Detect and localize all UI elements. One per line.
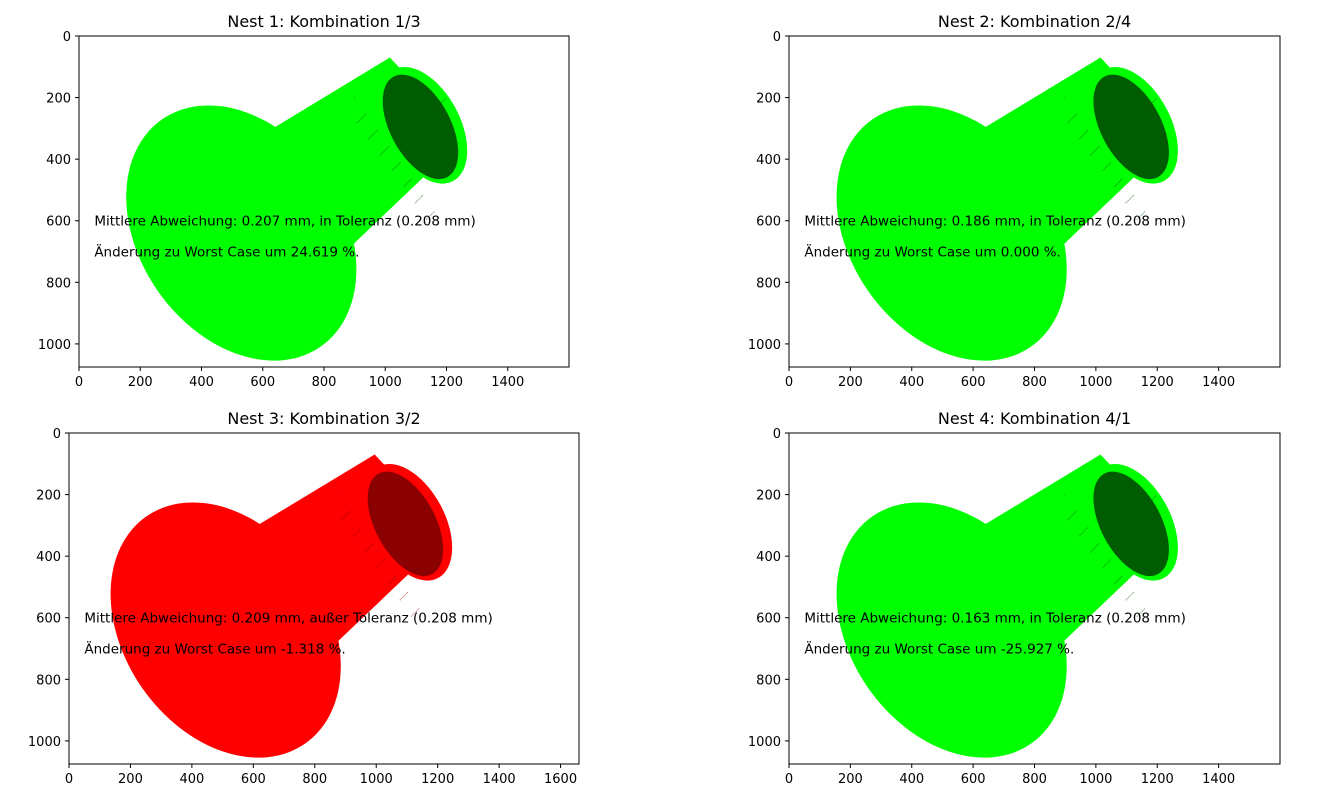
y-tick-label: 0 xyxy=(53,427,61,442)
x-tick-label: 600 xyxy=(961,375,986,390)
subplot-title: Nest 3: Kombination 3/2 xyxy=(227,409,420,428)
y-tick-label: 1000 xyxy=(748,735,781,750)
y-tick-label: 600 xyxy=(46,215,71,230)
y-tick-label: 600 xyxy=(36,612,61,627)
x-tick-label: 400 xyxy=(189,375,214,390)
part-render xyxy=(836,57,1178,361)
x-tick-label: 800 xyxy=(1022,375,1047,390)
annotation-text: Mittlere Abweichung: 0.209 mm, außer Tol… xyxy=(84,611,492,627)
subplot-3: Nest 3: Kombination 3/2 0 200 400 600 800 1000… xyxy=(28,409,580,787)
y-tick-label: 600 xyxy=(756,612,781,627)
x-tick-label: 400 xyxy=(899,375,924,390)
y-tick-label: 800 xyxy=(36,673,61,688)
x-tick-label: 1200 xyxy=(1141,772,1174,787)
x-tick-label: 1400 xyxy=(1202,772,1235,787)
x-tick-label: 1400 xyxy=(483,772,516,787)
x-tick-label: 1200 xyxy=(421,772,454,787)
subplot-2: Nest 2: Kombination 2/4 0 200 400 600 800 1000… xyxy=(748,12,1281,390)
y-tick-label: 400 xyxy=(756,550,781,565)
axes-frame xyxy=(68,432,580,765)
annotation-text: Änderung zu Worst Case um -25.927 %. xyxy=(804,640,1074,658)
y-tick-label: 400 xyxy=(36,550,61,565)
cylinder-bore xyxy=(1093,74,1169,180)
x-tick-label: 0 xyxy=(785,375,793,390)
x-tick-label: 1400 xyxy=(491,375,524,390)
y-tick-label: 1000 xyxy=(38,338,71,353)
x-tick-label: 1000 xyxy=(369,375,402,390)
x-tick-label: 400 xyxy=(179,772,204,787)
y-tick-label: 0 xyxy=(773,30,781,45)
subplot-title: Nest 2: Kombination 2/4 xyxy=(938,12,1131,31)
part-render xyxy=(836,454,1178,758)
x-tick-label: 1200 xyxy=(1141,375,1174,390)
flange-disc xyxy=(836,105,1067,361)
annotation-text: Mittlere Abweichung: 0.207 mm, in Tolera… xyxy=(94,214,476,230)
x-tick-label: 1400 xyxy=(1202,375,1235,390)
x-tick-label: 200 xyxy=(838,375,863,390)
x-tick-label: 1000 xyxy=(1079,375,1112,390)
y-tick-label: 1000 xyxy=(28,735,61,750)
annotation-text: Änderung zu Worst Case um -1.318 %. xyxy=(84,640,345,658)
flange-disc xyxy=(836,502,1067,758)
annotation-text: Mittlere Abweichung: 0.163 mm, in Tolera… xyxy=(804,611,1186,627)
x-tick-label: 600 xyxy=(961,772,986,787)
y-tick-label: 200 xyxy=(46,92,71,107)
x-tick-label: 800 xyxy=(312,375,337,390)
cylinder-bore xyxy=(367,471,444,577)
x-tick-label: 600 xyxy=(250,375,275,390)
flange-disc xyxy=(110,502,341,758)
y-tick-label: 200 xyxy=(756,92,781,107)
x-tick-label: 800 xyxy=(302,772,327,787)
part-render xyxy=(110,454,453,758)
x-tick-label: 0 xyxy=(75,375,83,390)
x-tick-label: 800 xyxy=(1022,772,1047,787)
subplot-1: Nest 1: Kombination 1/3 0 200 400 600 800 1000… xyxy=(38,12,570,390)
y-tick-label: 600 xyxy=(756,215,781,230)
x-tick-label: 0 xyxy=(785,772,793,787)
x-tick-label: 1000 xyxy=(360,772,393,787)
y-tick-label: 200 xyxy=(756,489,781,504)
flange-disc xyxy=(126,105,357,361)
x-tick-label: 200 xyxy=(838,772,863,787)
subplot-title: Nest 1: Kombination 1/3 xyxy=(227,12,420,31)
x-tick-label: 0 xyxy=(65,772,73,787)
subplot-4: Nest 4: Kombination 4/1 0 200 400 600 800 1000… xyxy=(748,409,1281,787)
cylinder-bore xyxy=(382,74,459,180)
annotation-text: Mittlere Abweichung: 0.186 mm, in Tolera… xyxy=(804,214,1186,230)
x-tick-label: 600 xyxy=(241,772,266,787)
y-tick-label: 800 xyxy=(46,276,71,291)
x-tick-label: 400 xyxy=(899,772,924,787)
y-tick-label: 400 xyxy=(756,153,781,168)
y-tick-label: 800 xyxy=(756,276,781,291)
x-tick-label: 200 xyxy=(118,772,143,787)
cylinder-bore xyxy=(1093,471,1169,577)
y-tick-label: 800 xyxy=(756,673,781,688)
y-tick-label: 0 xyxy=(773,427,781,442)
annotation-text: Änderung zu Worst Case um 0.000 %. xyxy=(804,243,1061,261)
y-tick-label: 1000 xyxy=(748,338,781,353)
x-tick-label: 1000 xyxy=(1079,772,1112,787)
subplot-title: Nest 4: Kombination 4/1 xyxy=(938,409,1131,428)
part-render xyxy=(126,57,468,361)
x-tick-label: 200 xyxy=(128,375,153,390)
y-tick-label: 0 xyxy=(63,30,71,45)
y-tick-label: 200 xyxy=(36,489,61,504)
x-tick-label: 1600 xyxy=(544,772,577,787)
x-tick-label: 1200 xyxy=(430,375,463,390)
y-tick-label: 400 xyxy=(46,153,71,168)
annotation-text: Änderung zu Worst Case um 24.619 %. xyxy=(94,243,359,261)
